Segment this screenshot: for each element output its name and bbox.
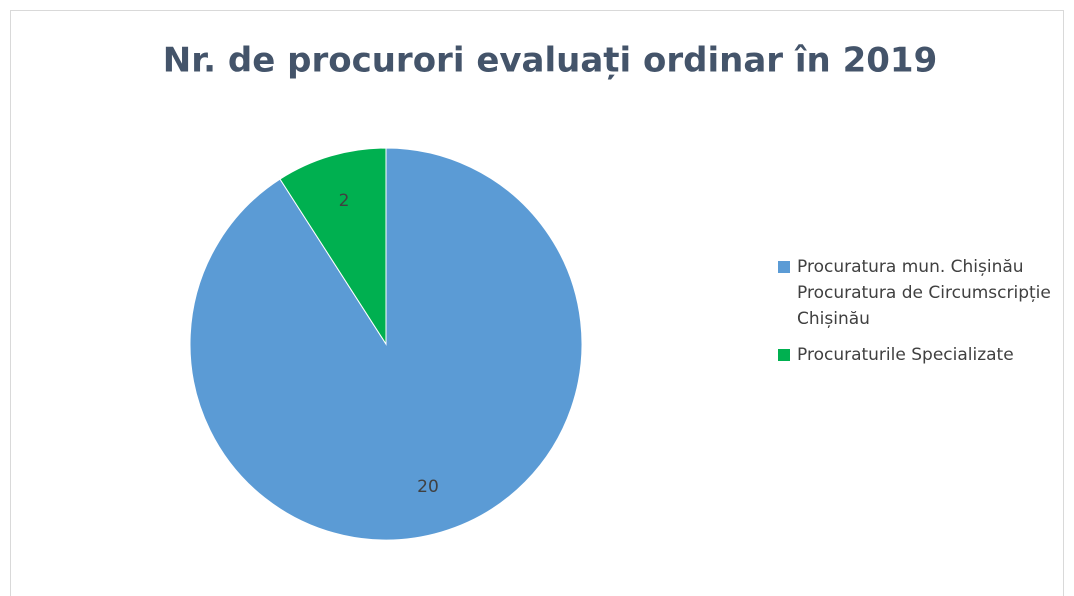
legend-entry: Procuratura mun. Chișinău Procuratura de… [778, 254, 1068, 332]
chart-title: Nr. de procurori evaluați ordinar în 201… [163, 41, 937, 81]
data-label: 20 [417, 477, 439, 497]
legend: Procuratura mun. Chișinău Procuratura de… [778, 254, 1068, 378]
data-label: 2 [339, 191, 350, 211]
legend-entry: Procuraturile Specializate [778, 342, 1068, 368]
pie-slice [279, 147, 387, 346]
legend-swatch [778, 349, 790, 361]
legend-swatch [778, 261, 790, 273]
legend-label: Procuraturile Specializate [797, 345, 1014, 365]
legend-label: Procuratura mun. Chișinău Procuratura de… [797, 257, 1051, 329]
